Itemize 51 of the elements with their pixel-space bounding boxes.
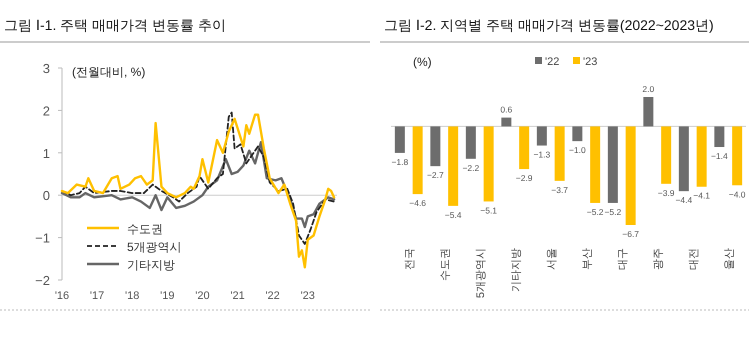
y-tick-label: 0 xyxy=(42,188,50,204)
x-tick-label: 전국 xyxy=(404,248,416,270)
data-label: −2.7 xyxy=(426,170,444,180)
x-tick-label: '18 xyxy=(125,290,140,302)
y-tick-label: −2 xyxy=(35,273,50,288)
data-label: −1.0 xyxy=(568,145,586,156)
x-tick-label: '23 xyxy=(300,290,315,302)
y-tick-label: 2 xyxy=(42,103,50,118)
data-label: −5.2 xyxy=(586,206,604,217)
x-tick-label: '16 xyxy=(54,290,70,302)
x-tick-label: 수도권 xyxy=(439,248,452,281)
data-label: 0.6 xyxy=(500,104,513,115)
data-label: 2.0 xyxy=(642,84,655,94)
data-label: −1.8 xyxy=(391,156,409,167)
data-label: −2.9 xyxy=(516,173,533,184)
x-tick-label: 기타지방 xyxy=(510,248,522,292)
legend-label: 수도권 xyxy=(127,222,163,236)
annotation: (전월대비, %) xyxy=(72,65,146,79)
data-label: −6.7 xyxy=(622,229,640,239)
chart-title: 그림 Ⅰ-1. 주택 매매가격 변동률 추이 xyxy=(4,17,226,33)
y-tick-label: 1 xyxy=(42,146,50,161)
data-label: −5.1 xyxy=(480,205,498,216)
x-tick-label: 대전 xyxy=(688,248,700,270)
legend-label: '22 xyxy=(545,56,560,68)
data-label: −5.4 xyxy=(444,210,462,220)
data-label: −2.2 xyxy=(462,162,480,173)
x-tick-label: '21 xyxy=(230,290,245,302)
y-tick-label: 3 xyxy=(42,61,50,76)
data-label: −3.9 xyxy=(658,188,675,198)
x-tick-label: 대구 xyxy=(616,248,629,270)
x-tick-label: '17 xyxy=(90,290,104,302)
data-label: −5.2 xyxy=(604,206,622,217)
x-tick-label: '19 xyxy=(160,290,174,302)
text: (%) xyxy=(413,55,432,69)
data-label: −4.6 xyxy=(409,198,426,208)
x-tick-label: '20 xyxy=(195,290,210,302)
data-label: −1.4 xyxy=(710,151,728,162)
data-label: −1.3 xyxy=(533,150,551,160)
x-tick-label: '22 xyxy=(265,290,280,302)
data-label: −4.0 xyxy=(728,189,746,200)
data-label: −4.4 xyxy=(675,195,693,206)
x-tick-label: 부산 xyxy=(581,248,594,270)
x-tick-label: 광주 xyxy=(652,248,664,270)
x-tick-label: 서울 xyxy=(546,248,558,270)
legend-label: '23 xyxy=(583,56,598,68)
y-tick-label: −1 xyxy=(35,230,50,246)
chart-title: 그림 Ⅰ-2. 지역별 주택 매매가격 변동률(2022~2023년) xyxy=(384,17,714,33)
data-label: −3.7 xyxy=(551,184,568,195)
x-tick-label: 5개광역시 xyxy=(474,248,487,298)
data-label: −4.1 xyxy=(693,190,710,201)
x-tick-label: 울산 xyxy=(723,248,736,270)
